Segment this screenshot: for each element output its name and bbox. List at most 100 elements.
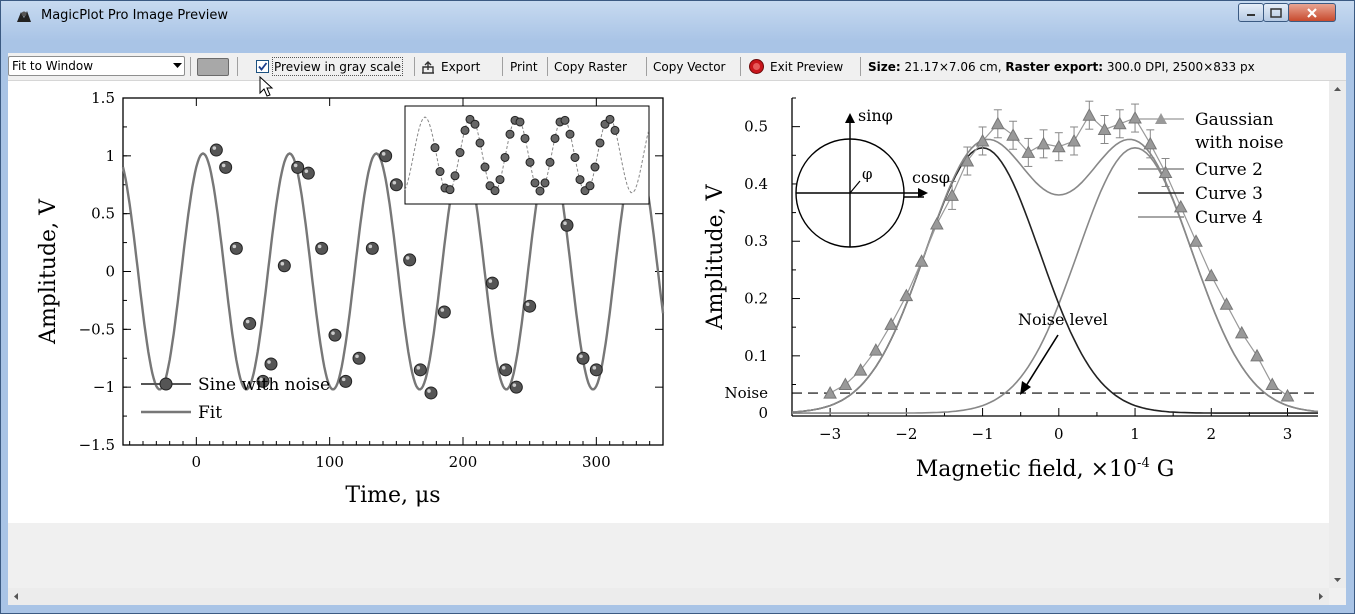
toolbar: Fit to Window Preview in gray scale Expo… (8, 53, 1346, 81)
inset-data-point (450, 171, 460, 181)
inset-data-point (590, 162, 600, 172)
inset-data-point (470, 119, 480, 129)
data-point (365, 241, 379, 255)
copy-raster-button[interactable]: Copy Raster (554, 59, 627, 74)
gaussian-data-point (1189, 234, 1203, 247)
legend-marker-gaussian (1155, 113, 1167, 124)
gaussian-data-point (899, 288, 914, 302)
x-axis-label: Magnetic field, ×10-4 G (916, 456, 1175, 482)
scroll-left-icon[interactable] (8, 588, 25, 605)
data-point (523, 299, 537, 313)
y-tick-label: −1 (93, 378, 115, 396)
gaussian-data-point (1112, 116, 1127, 130)
legend-label-gaussian-line1: Gaussian (1195, 110, 1274, 130)
data-point (277, 259, 291, 273)
data-point (509, 380, 523, 394)
data-point-highlight (427, 389, 431, 393)
sin-label: sinφ (858, 106, 893, 125)
y-tick-label: 0.2 (744, 290, 768, 308)
x-tick-label: −1 (972, 425, 994, 443)
gaussian-data-point (1280, 388, 1295, 402)
inset-data-point (540, 178, 550, 188)
inset-data-point (455, 148, 465, 158)
toolbar-separator (646, 57, 647, 76)
y-axis-label: Amplitude, V (36, 198, 61, 345)
data-point-highlight (501, 366, 506, 370)
close-icon (1307, 7, 1317, 18)
data-point-highlight (304, 169, 309, 173)
minimize-icon (1247, 13, 1255, 16)
curve-2-line (791, 138, 1319, 413)
copy-vector-button[interactable]: Copy Vector (653, 59, 726, 74)
data-point-highlight (579, 354, 583, 359)
y-tick-label: 0.4 (744, 175, 768, 193)
inset-data-point (520, 133, 530, 143)
vertical-scrollbar[interactable] (1329, 81, 1346, 588)
phi-label: φ (862, 165, 873, 183)
y-tick-label: 0.5 (91, 205, 115, 223)
print-button[interactable]: Print (510, 59, 538, 74)
export-button[interactable]: Export (420, 53, 480, 80)
chevron-down-icon (173, 63, 182, 68)
background-color-swatch[interactable] (197, 58, 229, 76)
gray-scale-checkbox[interactable] (256, 60, 269, 73)
gaussian-data-point (975, 133, 990, 147)
gaussian-data-point (1204, 268, 1219, 282)
gaussian-data-point (1021, 145, 1036, 158)
data-point (589, 363, 603, 377)
noise-tick-label: Noise (724, 384, 768, 402)
data-point (499, 363, 513, 377)
x-tick-label: 1 (1130, 425, 1140, 443)
maximize-icon (1270, 7, 1282, 18)
minimize-button[interactable] (1238, 3, 1264, 22)
close-button[interactable] (1288, 3, 1336, 22)
scroll-down-icon[interactable] (1329, 571, 1346, 588)
gaussian-data-point (929, 217, 944, 230)
zoom-select[interactable]: Fit to Window (8, 56, 185, 76)
inset-data-point (575, 175, 585, 185)
x-axis-label-superscript: -4 (1137, 456, 1150, 471)
window-title: MagicPlot Pro Image Preview (41, 8, 229, 23)
data-point-highlight (221, 163, 226, 168)
cos-arrowhead (918, 188, 928, 198)
data-point (403, 253, 417, 267)
maximize-button[interactable] (1263, 3, 1289, 22)
data-point-highlight (280, 261, 285, 266)
data-point-highlight (341, 377, 346, 382)
data-point-highlight (416, 366, 421, 370)
scroll-up-icon[interactable] (1329, 81, 1346, 98)
horizontal-scrollbar[interactable] (8, 588, 1329, 605)
gray-scale-label[interactable]: Preview in gray scale (272, 57, 404, 76)
gaussian-data-point (1158, 165, 1173, 178)
gaussian-data-point (823, 386, 837, 399)
data-point (576, 351, 590, 365)
legend-label-fit: Fit (198, 403, 222, 423)
y-tick-label: 0 (105, 263, 115, 281)
raster-export-label: Raster export: (1005, 59, 1104, 74)
gaussian-data-point (884, 317, 898, 330)
x-tick-label: 0 (192, 453, 202, 471)
chart-right: −3 −2 −1 0 1 2 3 0.5 0.4 0.3 0.2 0.1 0 Noise Magnetic … (703, 97, 1319, 482)
inset-data-point (430, 143, 440, 153)
gaussian-data-point (1097, 122, 1112, 136)
y-tick-label: 0.1 (744, 347, 768, 365)
zoom-select-value: Fit to Window (12, 59, 94, 73)
inset-data-point (585, 181, 595, 191)
phi-radius (849, 180, 861, 194)
gaussian-data-point (1143, 136, 1158, 150)
gaussian-data-point (914, 254, 929, 267)
inset-data-point (560, 115, 570, 125)
data-point (424, 386, 438, 400)
gaussian-data-point (1051, 139, 1066, 153)
gaussian-data-point (1173, 199, 1188, 213)
scroll-right-icon[interactable] (1312, 588, 1329, 605)
exit-preview-button[interactable]: Exit Preview (749, 53, 843, 80)
data-point (229, 241, 243, 255)
data-point (413, 363, 427, 377)
inset-data-point (595, 138, 605, 148)
y-tick-label: 1 (105, 147, 115, 165)
inset-data-point (545, 157, 555, 167)
data-point-highlight (245, 319, 250, 324)
